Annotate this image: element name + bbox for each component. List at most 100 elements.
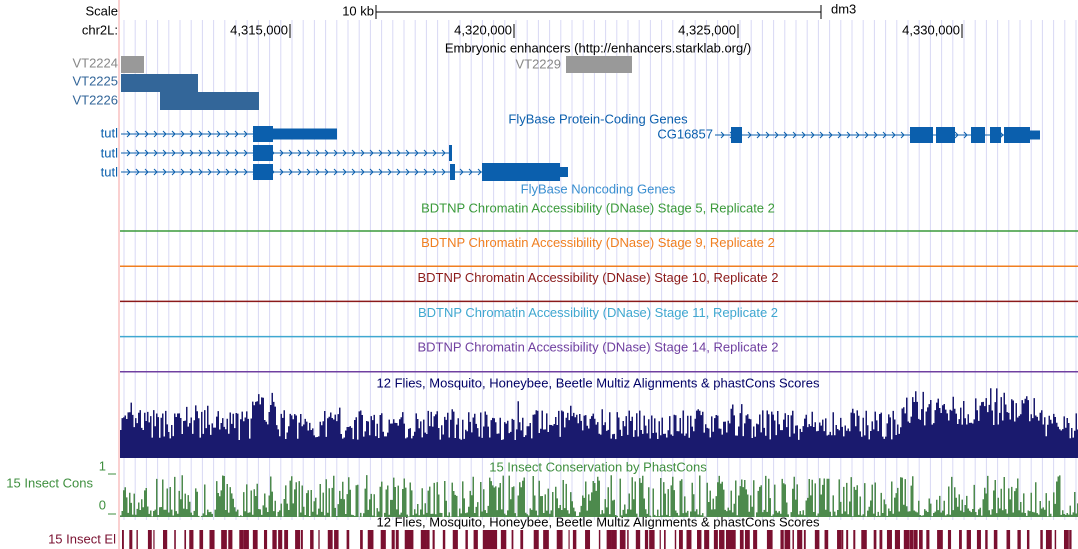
conserved-element <box>797 530 803 549</box>
exon <box>971 127 985 143</box>
exon <box>253 126 273 142</box>
gene-models <box>121 126 1040 181</box>
enhancer[interactable] <box>566 56 632 73</box>
strand-arrow <box>126 130 131 138</box>
strand-arrow <box>225 168 230 176</box>
strand-arrow <box>846 131 851 139</box>
strand-arrow <box>279 168 284 176</box>
position-label: 4,315,000 <box>230 22 288 37</box>
strand-arrow <box>468 168 473 176</box>
conserved-element <box>189 530 194 549</box>
strand-arrow <box>297 168 302 176</box>
conserved-element <box>853 530 856 549</box>
strand-arrow <box>225 149 230 157</box>
strand-arrow <box>405 149 410 157</box>
strand-arrow <box>387 149 392 157</box>
strand-arrow <box>819 131 824 139</box>
strand-arrow <box>900 131 905 139</box>
strand-arrow <box>441 149 446 157</box>
conserved-element <box>753 530 758 549</box>
strand-arrow <box>882 131 887 139</box>
strand-arrow <box>459 168 464 176</box>
enhancer[interactable] <box>160 92 259 110</box>
conserved-element <box>903 530 910 549</box>
conserved-element <box>556 530 563 549</box>
strand-arrow <box>279 149 284 157</box>
conserved-element <box>879 530 883 549</box>
conserved-element <box>649 530 655 549</box>
strand-arrow <box>198 168 203 176</box>
strand-arrow <box>414 149 419 157</box>
gene-label[interactable]: tutl <box>101 164 118 179</box>
strand-arrow <box>396 168 401 176</box>
strand-arrow <box>243 168 248 176</box>
conserved-element <box>744 530 750 549</box>
conserved-element <box>432 530 435 549</box>
strand-arrow <box>216 130 221 138</box>
conserved-element <box>611 530 617 549</box>
strand-arrow <box>234 130 239 138</box>
conserved-element <box>824 530 829 549</box>
strand-arrow <box>864 131 869 139</box>
strand-arrow <box>720 131 725 139</box>
enhancer-label[interactable]: VT2226 <box>72 92 118 107</box>
enhancer[interactable] <box>121 56 144 73</box>
conserved-element <box>500 530 507 549</box>
strand-arrow <box>441 168 446 176</box>
enhancer[interactable] <box>121 74 198 92</box>
track-label[interactable]: 15 Insect Cons <box>6 475 93 490</box>
strand-arrow <box>342 149 347 157</box>
enhancer-label[interactable]: VT2229 <box>515 56 561 71</box>
track-title: BDTNP Chromatin Accessibility (DNase) St… <box>421 235 775 250</box>
strand-arrow <box>810 131 815 139</box>
conserved-element <box>380 530 386 549</box>
strand-arrow <box>360 168 365 176</box>
conserved-element <box>543 530 549 549</box>
track-label[interactable]: 15 Insect El <box>48 531 116 546</box>
conserved-element <box>598 530 601 549</box>
conserved-element <box>886 530 892 549</box>
conserved-element <box>1045 530 1052 549</box>
strand-arrow <box>315 149 320 157</box>
conserved-element <box>221 530 227 549</box>
conserved-element <box>1040 530 1043 549</box>
gene-label[interactable]: CG16857 <box>657 126 713 141</box>
strand-arrow <box>333 168 338 176</box>
strand-arrow <box>351 149 356 157</box>
conserved-element <box>659 530 661 549</box>
enhancer-label[interactable]: VT2224 <box>72 55 118 70</box>
conserved-element <box>452 530 458 549</box>
gene-label[interactable]: tutl <box>101 125 118 140</box>
conserved-element <box>606 530 612 549</box>
strand-arrow <box>369 149 374 157</box>
exon <box>273 128 337 140</box>
strand-arrow <box>189 149 194 157</box>
conserved-element <box>909 530 914 549</box>
strand-arrow <box>171 130 176 138</box>
strand-arrow <box>162 130 167 138</box>
conserved-element <box>725 530 732 549</box>
track-title: 12 Flies, Mosquito, Honeybee, Beetle Mul… <box>377 375 820 390</box>
dnase-tracks: BDTNP Chromatin Accessibility (DNase) St… <box>120 200 1078 373</box>
strand-arrow <box>423 168 428 176</box>
strand-arrow <box>180 149 185 157</box>
conserved-element <box>686 530 692 549</box>
exon <box>450 164 455 180</box>
gene-label[interactable]: tutl <box>101 145 118 160</box>
strand-arrow <box>423 149 428 157</box>
enhancer-label[interactable]: VT2225 <box>72 73 118 88</box>
exon <box>910 127 933 143</box>
conserved-element <box>674 530 677 549</box>
strand-arrow <box>189 168 194 176</box>
conserved-element <box>697 530 702 549</box>
strand-arrow <box>162 149 167 157</box>
conserved-element <box>346 530 350 549</box>
strand-arrow <box>414 168 419 176</box>
strand-arrow <box>306 168 311 176</box>
strand-arrow <box>432 168 437 176</box>
strand-arrow <box>396 149 401 157</box>
strand-arrow <box>801 131 806 139</box>
strand-arrow <box>243 149 248 157</box>
strand-arrow <box>369 168 374 176</box>
conserved-element <box>533 530 539 549</box>
